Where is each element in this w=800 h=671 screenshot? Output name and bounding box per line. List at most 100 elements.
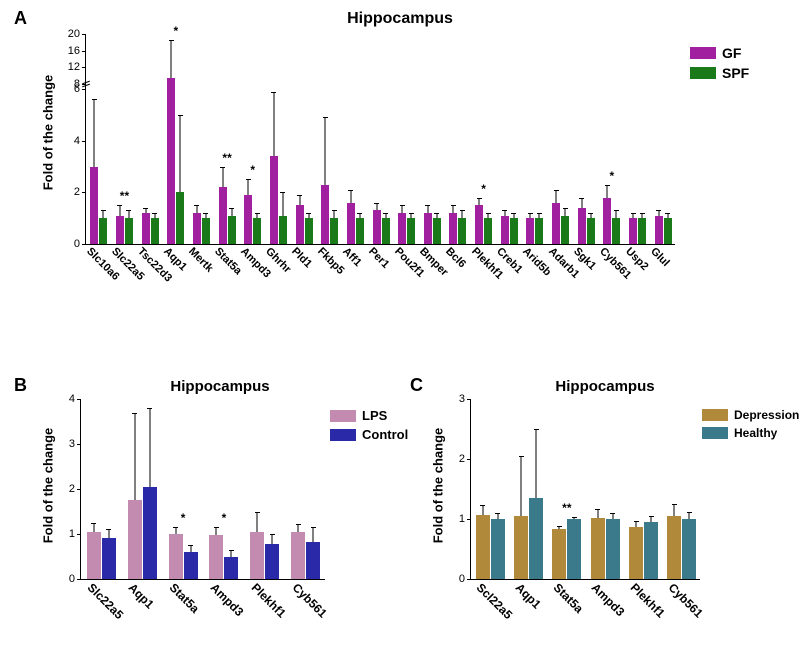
legend-label: Depression [734, 408, 799, 422]
ytick: 4 [69, 393, 81, 405]
chart-c: Hippocampus Fold of the change 0123Scl22… [420, 378, 790, 658]
xlabel: Aqp1 [512, 580, 543, 611]
error-bar [175, 527, 176, 534]
bar-gf [193, 213, 201, 244]
xlabel: Per1 [366, 245, 391, 270]
xlabel: Scl22a5 [474, 580, 516, 622]
significance-marker: * [481, 182, 486, 196]
ytick: 20 [68, 28, 86, 40]
bar-gf [321, 185, 329, 244]
error-bar [651, 516, 652, 522]
error-bar [134, 413, 135, 501]
bar-group [654, 216, 672, 244]
bar-group: * [168, 534, 198, 579]
ytick: 8 [74, 78, 86, 90]
significance-marker: * [222, 511, 227, 525]
bar-control [102, 538, 116, 579]
bar-lps [291, 532, 305, 579]
bar-gf [398, 213, 406, 244]
bar-healthy [567, 519, 581, 579]
panel-label-b: B [14, 375, 27, 396]
bar-healthy [606, 519, 620, 579]
error-bar [282, 192, 283, 215]
significance-marker: * [610, 169, 615, 183]
error-bar [488, 213, 489, 218]
bar-group [192, 213, 210, 244]
bar-lps [250, 532, 264, 579]
significance-marker: ** [562, 501, 571, 515]
bar-group [291, 532, 321, 579]
bar-group [449, 213, 467, 244]
bar-gf [475, 205, 483, 244]
legend-item-lps: LPS [330, 408, 408, 423]
bar-group: ** [552, 519, 582, 579]
error-bar [313, 527, 314, 541]
chart-c-plot: 0123Scl22a5Aqp1Stat5a**Ampd3Plekhf1Cyb56… [470, 400, 700, 580]
error-bar [504, 210, 505, 215]
xlabel: Fkbp5 [315, 245, 346, 276]
error-bar [257, 213, 258, 218]
error-bar [597, 509, 598, 518]
error-bar [385, 213, 386, 218]
bar-gf [603, 198, 611, 245]
error-bar [308, 213, 309, 218]
bar-gf [116, 216, 124, 244]
bar-group: ** [218, 187, 236, 244]
bar-gf [578, 208, 586, 244]
bar-group [90, 167, 108, 245]
error-bar [273, 92, 274, 156]
error-bar [574, 517, 575, 519]
ytick: 16 [68, 45, 86, 57]
bar-spf [305, 218, 313, 244]
error-bar [222, 167, 223, 188]
bar-healthy [491, 519, 505, 579]
error-bar [231, 208, 232, 216]
bar-gf [270, 156, 278, 244]
legend-item-spf: SPF [690, 65, 749, 81]
error-bar [513, 213, 514, 218]
xlabel: Mertk [187, 245, 216, 274]
chart-a: Hippocampus Fold of the change 024681216… [30, 10, 770, 340]
error-bar [359, 213, 360, 218]
error-bar [658, 210, 659, 215]
bar-gf [167, 78, 175, 244]
bar-group [398, 213, 416, 244]
legend-swatch [702, 409, 728, 421]
bar-group [500, 216, 518, 244]
error-bar [411, 213, 412, 218]
error-bar [272, 534, 273, 544]
error-bar [298, 524, 299, 532]
bar-group: ** [115, 216, 133, 244]
significance-marker: ** [120, 189, 129, 203]
bar-gf [90, 167, 98, 245]
bar-spf [330, 218, 338, 244]
error-bar [674, 504, 675, 516]
bar-control [224, 557, 238, 580]
error-bar [149, 408, 150, 487]
bar-healthy [644, 522, 658, 579]
error-bar [248, 179, 249, 195]
error-bar [565, 208, 566, 216]
ytick: 0 [69, 573, 81, 585]
bar-group [514, 498, 544, 579]
bar-group [667, 516, 697, 579]
ytick: 3 [459, 393, 471, 405]
bar-gf [244, 195, 252, 244]
error-bar [530, 213, 531, 218]
chart-c-legend: Depression Healthy [702, 408, 799, 440]
error-bar [556, 190, 557, 203]
bar-control [306, 542, 320, 579]
error-bar [612, 513, 613, 519]
bar-gf [449, 213, 457, 244]
bar-control [184, 552, 198, 579]
error-bar [325, 117, 326, 184]
bar-group [127, 487, 157, 579]
error-bar [559, 526, 560, 529]
bar-group [475, 515, 505, 579]
error-bar [376, 203, 377, 211]
error-bar [689, 512, 690, 519]
legend-label: GF [722, 45, 741, 61]
xlabel: Stat5a [212, 245, 244, 277]
significance-marker: * [250, 163, 255, 177]
error-bar [108, 529, 109, 538]
